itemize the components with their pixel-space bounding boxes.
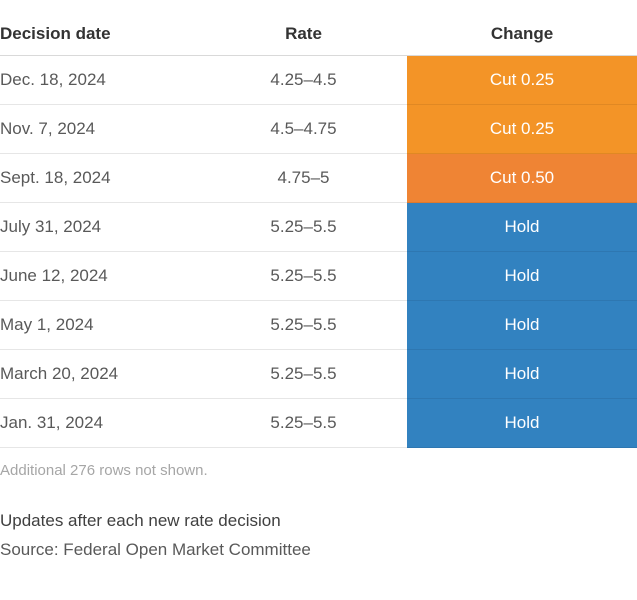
- source-note: Source: Federal Open Market Committee: [0, 540, 311, 559]
- table-row: July 31, 2024 5.25–5.5 Hold: [0, 203, 637, 252]
- rate-cell: 5.25–5.5: [200, 301, 407, 350]
- rate-cell: 5.25–5.5: [200, 252, 407, 301]
- decision-date-cell: Sept. 18, 2024: [0, 154, 200, 203]
- table-row: May 1, 2024 5.25–5.5 Hold: [0, 301, 637, 350]
- rate-cell: 4.25–4.5: [200, 56, 407, 105]
- table-row: March 20, 2024 5.25–5.5 Hold: [0, 350, 637, 399]
- updates-note: Updates after each new rate decision: [0, 511, 281, 530]
- rate-decisions-table: Decision date Rate Change Dec. 18, 2024 4…: [0, 13, 637, 448]
- change-cell: Cut 0.50: [407, 154, 637, 203]
- rate-cell: 4.5–4.75: [200, 105, 407, 154]
- table-row: Dec. 18, 2024 4.25–4.5 Cut 0.25: [0, 56, 637, 105]
- decision-date-cell: Dec. 18, 2024: [0, 56, 200, 105]
- rate-cell: 4.75–5: [200, 154, 407, 203]
- rate-cell: 5.25–5.5: [200, 399, 407, 448]
- decision-date-cell: May 1, 2024: [0, 301, 200, 350]
- change-cell: Hold: [407, 252, 637, 301]
- change-cell: Cut 0.25: [407, 56, 637, 105]
- rate-cell: 5.25–5.5: [200, 203, 407, 252]
- decision-date-cell: Nov. 7, 2024: [0, 105, 200, 154]
- decision-date-cell: Jan. 31, 2024: [0, 399, 200, 448]
- rate-cell: 5.25–5.5: [200, 350, 407, 399]
- table-row: Nov. 7, 2024 4.5–4.75 Cut 0.25: [0, 105, 637, 154]
- more-rows-note: Additional 276 rows not shown.: [0, 462, 208, 479]
- decision-date-cell: July 31, 2024: [0, 203, 200, 252]
- table-row: Sept. 18, 2024 4.75–5 Cut 0.50: [0, 154, 637, 203]
- change-cell: Hold: [407, 350, 637, 399]
- change-cell: Hold: [407, 301, 637, 350]
- table-row: June 12, 2024 5.25–5.5 Hold: [0, 252, 637, 301]
- decision-date-cell: March 20, 2024: [0, 350, 200, 399]
- decision-date-cell: June 12, 2024: [0, 252, 200, 301]
- header-rate: Rate: [285, 24, 322, 43]
- header-change: Change: [490, 24, 554, 43]
- change-cell: Hold: [407, 399, 637, 448]
- table-header: Decision date Rate Change: [0, 13, 637, 56]
- change-cell: Hold: [407, 203, 637, 252]
- header-decision-date: Decision date: [0, 24, 111, 43]
- change-cell: Cut 0.25: [407, 105, 637, 154]
- table-row: Jan. 31, 2024 5.25–5.5 Hold: [0, 399, 637, 448]
- table-body: Dec. 18, 2024 4.25–4.5 Cut 0.25 Nov. 7, 202…: [0, 56, 637, 448]
